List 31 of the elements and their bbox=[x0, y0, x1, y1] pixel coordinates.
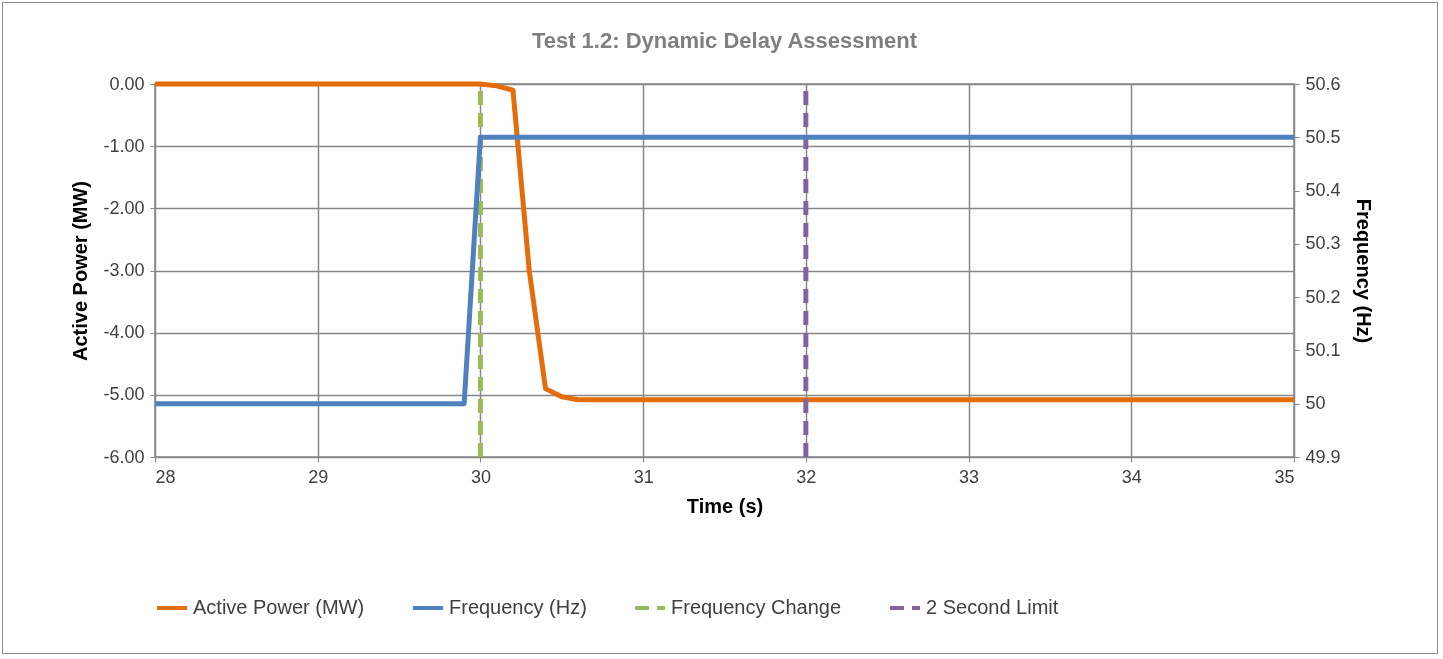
legend-label: 2 Second Limit bbox=[926, 596, 1059, 618]
y2-tick-label: 50 bbox=[1305, 393, 1326, 414]
y2-tick-label: 49.9 bbox=[1305, 446, 1341, 467]
legend-label: Active Power (MW) bbox=[193, 596, 365, 618]
y-tick-label: -6.00 bbox=[103, 446, 145, 467]
x-axis-title: Time (s) bbox=[686, 494, 764, 517]
y-axis-title: Active Power (MW) bbox=[69, 180, 92, 362]
y2-tick-label: 50.1 bbox=[1305, 339, 1341, 360]
y2-axis-title: Frequency (Hz) bbox=[1352, 198, 1375, 344]
y2-tick-label: 50.6 bbox=[1305, 73, 1341, 94]
x-tick-label: 35 bbox=[1274, 466, 1295, 487]
y-tick-label: -4.00 bbox=[103, 322, 145, 343]
y2-tick-label: 50.5 bbox=[1305, 126, 1341, 147]
chart-title: Test 1.2: Dynamic Delay Assessment bbox=[531, 28, 918, 53]
x-tick-label: 31 bbox=[633, 466, 654, 487]
y-tick-label: -3.00 bbox=[103, 260, 145, 280]
y-tick-label: -1.00 bbox=[103, 135, 145, 156]
legend-label: Frequency Change bbox=[671, 596, 842, 618]
y2-tick-label: 50.2 bbox=[1305, 286, 1341, 307]
y2-tick-label: 50.3 bbox=[1305, 233, 1341, 254]
x-tick-label: 29 bbox=[308, 466, 329, 487]
y-tick-label: -5.00 bbox=[103, 384, 145, 405]
x-tick-label: 33 bbox=[959, 466, 980, 487]
y-tick-label: -2.00 bbox=[103, 197, 145, 218]
x-tick-label: 32 bbox=[796, 466, 817, 487]
y2-tick-label: 50.4 bbox=[1305, 180, 1341, 201]
x-tick-label: 30 bbox=[470, 466, 491, 487]
legend-label: Frequency (Hz) bbox=[449, 596, 587, 618]
x-tick-label: 28 bbox=[155, 466, 176, 487]
x-tick-label: 34 bbox=[1121, 466, 1142, 487]
y-tick-label: 0.00 bbox=[109, 73, 145, 94]
